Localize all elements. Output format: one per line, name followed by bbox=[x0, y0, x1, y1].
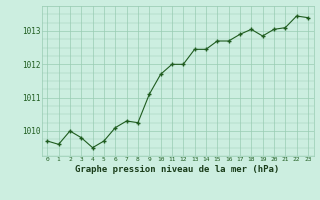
X-axis label: Graphe pression niveau de la mer (hPa): Graphe pression niveau de la mer (hPa) bbox=[76, 165, 280, 174]
